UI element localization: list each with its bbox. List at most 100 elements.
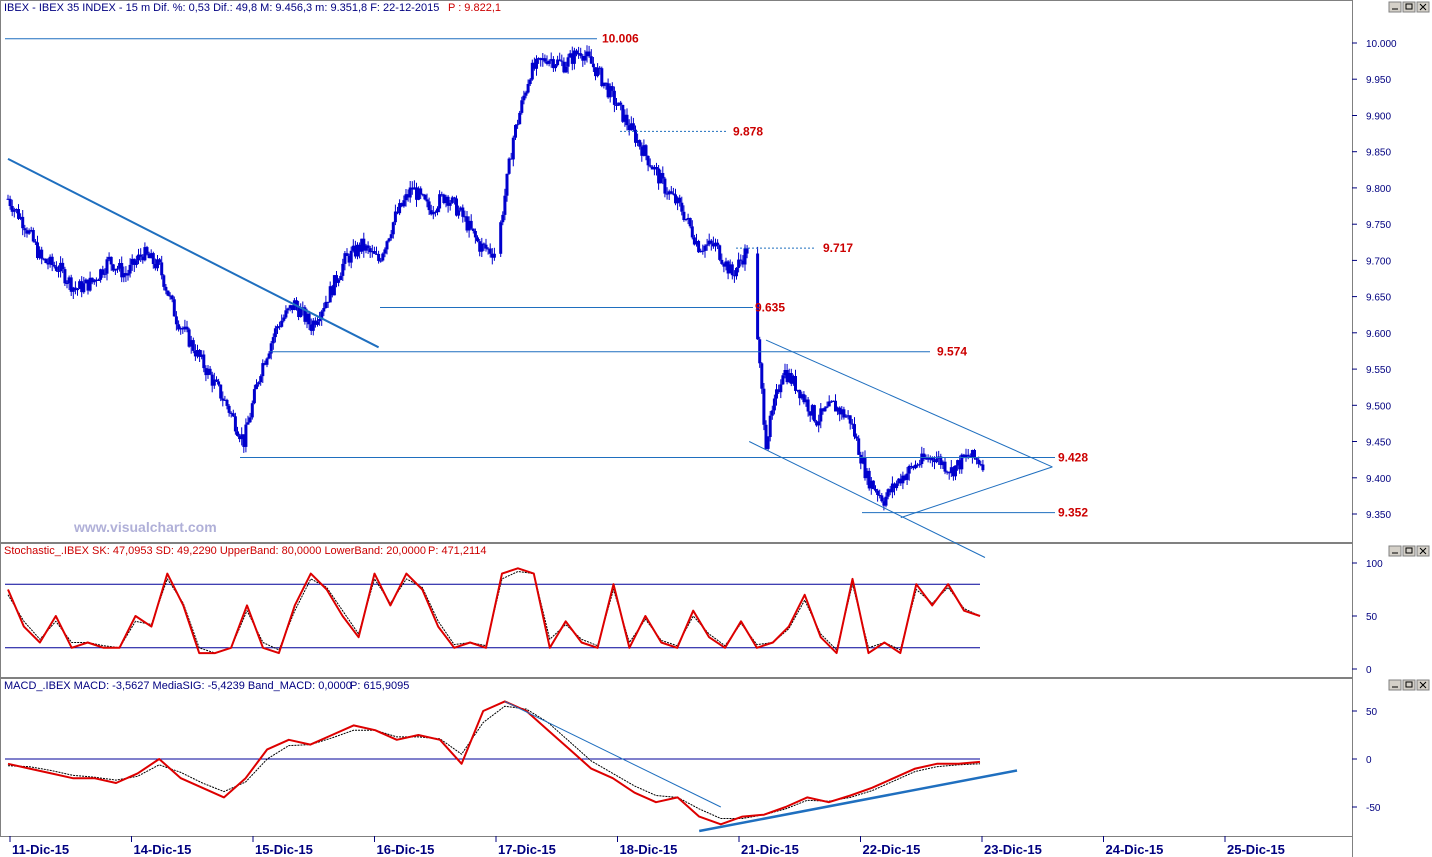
candle-body <box>775 389 778 399</box>
candle-body <box>480 243 484 252</box>
candle-body <box>149 253 153 259</box>
candle-body <box>545 61 549 64</box>
candle-body <box>286 308 290 311</box>
candle-body <box>621 104 625 122</box>
candle-body <box>770 410 774 416</box>
candle-body <box>206 368 210 375</box>
candle-body <box>440 194 444 196</box>
candle-body <box>238 435 242 440</box>
candle-body <box>492 253 496 258</box>
date-tick-label: 24-Dic-15 <box>1106 842 1164 857</box>
candle-body <box>44 258 48 263</box>
candle-body <box>566 57 570 67</box>
candle-body <box>408 187 412 198</box>
candle-body <box>966 454 970 457</box>
candle-body <box>970 450 974 458</box>
date-tick-label: 14-Dic-15 <box>134 842 192 857</box>
macd-panel-frame <box>0 678 1353 837</box>
candle-body <box>579 53 583 56</box>
candle-body <box>425 199 429 202</box>
candle-body <box>193 350 197 357</box>
candle-body <box>596 67 600 77</box>
candle-body <box>252 389 256 404</box>
candle-body <box>646 155 650 166</box>
close-button[interactable] <box>1416 1 1430 13</box>
candle-body <box>57 270 60 272</box>
candle-body <box>608 86 612 98</box>
candle-body <box>865 470 869 479</box>
candle-body <box>467 220 471 231</box>
candle-body <box>516 124 520 126</box>
candle-body <box>735 267 738 277</box>
candle-body <box>320 311 324 319</box>
minimize-button[interactable] <box>1388 1 1402 13</box>
candle-body <box>863 457 867 479</box>
candle-body <box>528 79 532 84</box>
candle-body <box>655 167 658 169</box>
candle-body <box>257 382 261 385</box>
price-tick-label: 9.800 <box>1366 184 1391 195</box>
restore-button[interactable] <box>1402 545 1416 557</box>
close-button[interactable] <box>1416 679 1430 691</box>
candle-body <box>271 337 275 344</box>
candle-body <box>295 300 298 307</box>
candle-body <box>162 275 166 287</box>
price-panel-last: P : 9.822,1 <box>448 2 501 14</box>
minimize-button[interactable] <box>1388 679 1402 691</box>
candle-body <box>183 326 187 330</box>
candle-body <box>547 60 551 64</box>
candle-body <box>229 412 233 414</box>
candle-body <box>444 196 448 203</box>
close-button[interactable] <box>1416 545 1430 557</box>
stochastic-panel-last: P: 471,2114 <box>428 545 487 557</box>
candle-body <box>530 62 534 80</box>
candle-body <box>722 263 726 267</box>
candle-body <box>511 137 515 160</box>
candle-body <box>33 241 37 243</box>
trendline <box>765 339 1053 468</box>
candle-body <box>99 269 103 280</box>
candle-body <box>979 464 983 466</box>
candle-body <box>113 268 117 271</box>
watermark: www.visualchart.com <box>73 519 217 535</box>
candle-body <box>179 328 183 330</box>
candle-body <box>17 209 20 219</box>
candle-body <box>560 60 564 62</box>
candle-body <box>810 405 814 416</box>
candle-body <box>261 363 265 377</box>
candle-body <box>743 248 747 265</box>
candle-body <box>223 399 227 401</box>
candle-body <box>196 350 199 357</box>
date-tick-label: 11-Dic-15 <box>12 842 69 857</box>
candle-body <box>922 453 926 460</box>
candle-body <box>122 273 126 278</box>
candle-body <box>871 480 875 489</box>
candle-body <box>798 389 802 399</box>
candle-body <box>215 379 218 382</box>
restore-button[interactable] <box>1402 679 1416 691</box>
candle-body <box>431 211 435 215</box>
minimize-button[interactable] <box>1388 545 1402 557</box>
candle-body <box>911 466 915 469</box>
candle-body <box>356 244 359 257</box>
candle-body <box>116 268 119 270</box>
restore-button[interactable] <box>1402 1 1416 13</box>
candle-body <box>909 466 913 467</box>
candle-body <box>299 308 303 317</box>
candle-body <box>777 389 781 393</box>
candle-body <box>766 436 770 449</box>
candle-body <box>663 178 667 194</box>
candle-body <box>461 207 465 217</box>
candle-body <box>724 261 728 267</box>
restore-icon <box>1405 681 1413 688</box>
candle-body <box>73 287 77 291</box>
candle-body <box>187 329 191 347</box>
candle-body <box>564 66 568 73</box>
candle-body <box>349 250 353 263</box>
candle-body <box>80 281 84 293</box>
candle-body <box>695 241 698 245</box>
candle-body <box>170 295 174 300</box>
price-tick-label: 9.350 <box>1366 510 1391 521</box>
candle-body <box>385 241 389 250</box>
candle-body <box>499 222 503 254</box>
